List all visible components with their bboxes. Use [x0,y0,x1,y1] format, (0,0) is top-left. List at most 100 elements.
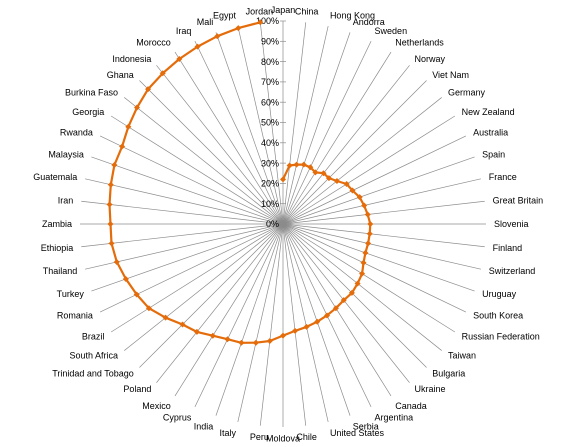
data-point-ghana [145,86,152,93]
category-label-canada: Canada [395,401,427,411]
spoke-south-korea [282,223,467,313]
spoke-france [282,178,481,225]
data-point-egypt [235,25,242,32]
category-label-china: China [295,6,319,16]
spoke-bulgaria [282,223,427,368]
tick-label-10: 100% [256,16,279,26]
data-point-bulgaria [348,289,355,296]
data-point-switzerland [365,240,372,247]
data-point-serbia [314,318,321,325]
data-point-trinidad-and-tobago [179,321,186,328]
data-point-netherlands [312,169,319,176]
spoke-spain [282,156,475,225]
category-label-spain: Spain [482,149,505,159]
data-point-south-africa [162,314,169,321]
tick-label-2: 20% [261,179,279,189]
series-line-0 [108,21,372,344]
data-point-norway [320,170,327,177]
category-label-germany: Germany [448,88,486,98]
series-layer [106,19,374,346]
category-label-switzerland: Switzerland [489,266,536,276]
tick-label-5: 50% [261,118,279,128]
category-label-rwanda: Rwanda [60,128,93,138]
spoke-switzerland [282,223,481,270]
spoke-finland [282,223,485,248]
spoke-peru [259,223,284,426]
spoke-taiwan [282,223,442,351]
category-label-mexico: Mexico [142,401,171,411]
spoke-united-states [282,223,329,422]
spoke-andorra [282,32,351,225]
data-point-argentina [324,312,331,319]
data-point-guatemala [107,181,114,188]
spoke-germany [282,97,442,225]
spoke-cyprus [194,223,284,408]
category-label-trinidad-and-tobago: Trinidad and Tobago [52,368,134,378]
data-point-germany [333,177,340,184]
data-point-mexico [209,332,216,339]
data-point-south-korea [360,259,367,266]
data-point-peru [266,337,273,344]
spoke-ghana [139,80,284,225]
spoke-iraq [194,40,284,225]
data-point-italy [252,339,259,346]
data-point-brazil [145,305,152,312]
category-label-sweden: Sweden [375,26,408,36]
spoke-poland [156,223,284,383]
spoke-hong-kong [282,26,329,225]
data-point-zambia [107,221,114,227]
data-point-canada [332,305,339,312]
data-point-chile [292,327,299,334]
spoke-iran [81,200,284,225]
data-point-thailand [113,258,120,265]
data-point-spain [356,194,363,201]
data-point-slovenia [367,221,374,227]
category-label-jordan: Jordan [246,6,274,16]
data-point-mali [214,33,221,40]
data-point-georgia [125,123,132,130]
spoke-georgia [110,115,284,225]
data-point-turkey [122,275,129,282]
tick-label-3: 30% [261,158,279,168]
category-label-romania: Romania [57,311,93,321]
category-label-bulgaria: Bulgaria [432,368,465,378]
tick-label-7: 70% [261,77,279,87]
category-label-burkina-faso: Burkina Faso [65,88,118,98]
category-label-australia: Australia [473,128,508,138]
data-point-andorra [300,161,307,168]
category-label-serbia: Serbia [353,421,379,431]
category-label-morocco: Morocco [136,37,171,47]
category-label-cyprus: Cyprus [163,412,192,422]
data-point-indonesia [159,70,166,77]
data-point-taiwan [354,280,361,287]
spoke-norway [282,65,410,225]
spoke-india [215,223,284,416]
spoke-chile [282,223,307,426]
category-label-italy: Italy [220,428,237,438]
spoke-morocco [174,51,284,225]
spoke-great-britain [282,200,485,225]
category-label-uruguay: Uruguay [482,289,517,299]
data-point-china [286,162,293,169]
data-point-poland [193,328,200,335]
tick-label-4: 40% [261,138,279,148]
data-point-great-britain [364,211,371,218]
category-label-taiwan: Taiwan [448,351,476,361]
spoke-mexico [174,223,284,397]
data-point-sweden [307,164,314,171]
category-label-japan: Japan [271,5,296,15]
category-label-mali: Mali [197,17,214,27]
data-point-burkina-faso [133,104,140,111]
category-label-moldova: Moldova [266,433,300,443]
category-label-ghana: Ghana [107,70,134,80]
data-point-rwanda [119,143,126,150]
spoke-south-africa [124,223,284,351]
spoke-guatemala [85,178,284,225]
data-point-india [238,339,245,346]
category-label-turkey: Turkey [57,289,85,299]
category-label-chile: Chile [296,432,317,442]
spoke-rwanda [99,135,284,225]
spoke-romania [99,223,284,313]
data-point-iran [106,201,113,208]
